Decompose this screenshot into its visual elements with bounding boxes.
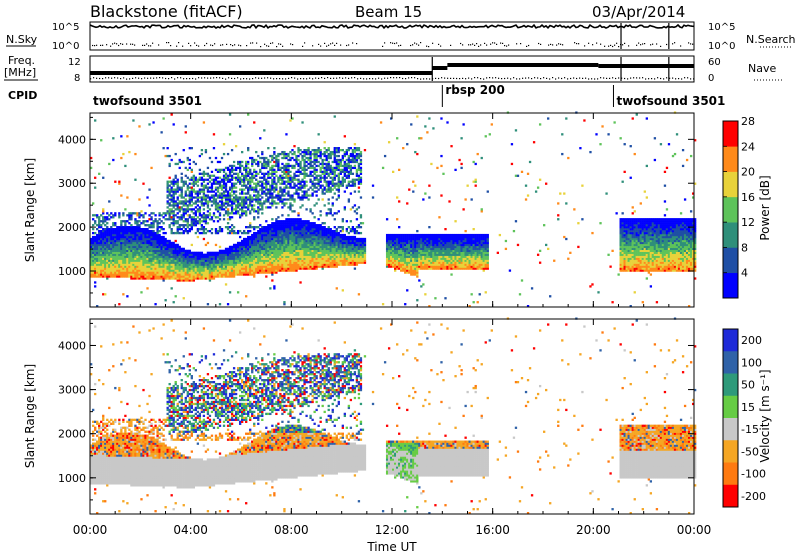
freq-tick-high: 12 [68, 57, 81, 68]
power-colorbar-tick-1: 8 [741, 241, 748, 254]
power-colorbar-tick-6: 28 [741, 115, 755, 128]
noise-left-tick-low: 10^0 [52, 41, 79, 52]
power-colorbar-tick-5: 24 [741, 140, 755, 153]
cpid-segment-2: twofsound 3501 [616, 94, 725, 108]
cpid-row: CPID twofsound 3501 rbsp 200 twofsound 350… [8, 83, 725, 108]
power-y-axis: 1000 2000 3000 4000 [58, 116, 694, 294]
power-yaxis-tick-0: 1000 [58, 265, 86, 278]
nave-label: Nave [748, 62, 776, 75]
power-colorbar-tick-3: 16 [741, 191, 755, 204]
date-title: 03/Apr/2014 [592, 3, 685, 21]
power-colorbar-swatch-5 [723, 146, 738, 172]
x-axis-label: Time UT [366, 540, 417, 554]
noise-right-tick-high: 10^5 [708, 22, 735, 33]
noise-sky-trace [89, 23, 695, 30]
nave-tick-high: 60 [708, 57, 721, 68]
velocity-ylabel: Slant Range [km] [23, 364, 37, 468]
velocity-colorbar-tick-3: 15 [741, 401, 755, 414]
nsky-label: N.Sky [6, 33, 38, 46]
power-yaxis-tick-2: 3000 [58, 177, 86, 190]
x-tick-0: 00:00 [73, 523, 108, 537]
power-colorbar-swatch-4 [723, 171, 738, 198]
power-colorbar-swatch-0 [723, 272, 738, 299]
power-yaxis-tick-1: 2000 [58, 221, 86, 234]
velocity-colorbar-label: Velocity [m s⁻¹] [758, 369, 772, 462]
velocity-colorbar-tick-0: 200 [741, 334, 762, 347]
power-panel: 1000 2000 3000 4000 Slant Range [km] [23, 111, 697, 308]
power-colorbar-tick-4: 20 [741, 166, 755, 179]
freq-label: Freq. [8, 54, 35, 67]
velocity-colorbar-swatch-7 [723, 484, 738, 508]
velocity-panel: 1000 2000 3000 4000 Slant Range [km] [23, 317, 697, 515]
power-colorbar-label: Power [dB] [758, 175, 772, 240]
freq-traces [90, 57, 695, 81]
freq-panel: 12 8 60 0 Freq. [MHz] Nave [4, 54, 784, 84]
cpid-segment-1: rbsp 200 [445, 83, 504, 97]
x-tick-2: 08:00 [274, 523, 309, 537]
time-x-axis: 00:00 04:00 08:00 12:00 16:00 20:00 00:00 [73, 113, 712, 537]
cpid-label: CPID [8, 89, 37, 102]
vel-yaxis-tick-2: 3000 [58, 384, 86, 397]
freq-unit: [MHz] [4, 66, 36, 79]
velocity-colorbar-tick-5: -50 [741, 445, 759, 458]
velocity-colorbar-swatch-0 [723, 329, 738, 352]
velocity-colorbar-tick-2: 50 [741, 379, 755, 392]
nsearch-label: N.Search [746, 33, 796, 46]
power-cells [90, 111, 697, 308]
power-colorbar-swatch-1 [723, 247, 738, 274]
power-ylabel: Slant Range [km] [23, 158, 37, 262]
velocity-colorbar-swatch-4 [723, 418, 738, 441]
power-yaxis-tick-3: 4000 [58, 133, 86, 146]
velocity-colorbar-swatch-2 [723, 373, 738, 397]
x-tick-6: 00:00 [677, 523, 712, 537]
x-tick-3: 12:00 [375, 523, 410, 537]
velocity-colorbar-swatch-3 [723, 395, 738, 419]
power-colorbar-tick-2: 12 [741, 216, 755, 229]
beam-title: Beam 15 [355, 3, 422, 21]
power-colorbar-swatch-6 [723, 121, 738, 147]
x-tick-5: 20:00 [576, 523, 611, 537]
x-tick-4: 16:00 [475, 523, 510, 537]
cpid-segment-0: twofsound 3501 [93, 94, 202, 108]
power-colorbar: 4 8 12 16 20 24 28 [722, 115, 755, 299]
vel-yaxis-tick-1: 2000 [58, 428, 86, 441]
station-title: Blackstone (fitACF) [90, 2, 243, 21]
noise-traces [89, 23, 695, 49]
velocity-colorbar-tick-1: 100 [741, 356, 762, 369]
velocity-colorbar-tick-6: -100 [741, 468, 766, 481]
x-tick-1: 04:00 [173, 523, 208, 537]
velocity-colorbar-tick-7: -200 [741, 490, 766, 503]
freq-tick-low: 8 [74, 73, 80, 84]
vel-yaxis-tick-3: 4000 [58, 339, 86, 352]
power-colorbar-swatch-2 [723, 222, 738, 248]
velocity-colorbar: 200 100 50 15 -15 -50 -100 -200 [722, 328, 766, 508]
power-colorbar-tick-0: 4 [741, 267, 748, 280]
velocity-colorbar-swatch-6 [723, 462, 738, 486]
noise-panel: 10^5 10^0 10^5 10^0 N.Sky N.Search [6, 21, 796, 52]
noise-left-tick-high: 10^5 [52, 22, 79, 33]
velocity-y-axis: 1000 2000 3000 4000 [58, 322, 694, 501]
noise-right-tick-low: 10^0 [708, 41, 735, 52]
nave-tick-low: 0 [708, 73, 714, 84]
velocity-colorbar-swatch-1 [723, 351, 738, 374]
velocity-colorbar-swatch-5 [723, 440, 738, 463]
vel-yaxis-tick-0: 1000 [58, 472, 86, 485]
velocity-cells [90, 317, 697, 515]
power-colorbar-swatch-3 [723, 196, 738, 223]
velocity-colorbar-tick-4: -15 [741, 423, 759, 436]
